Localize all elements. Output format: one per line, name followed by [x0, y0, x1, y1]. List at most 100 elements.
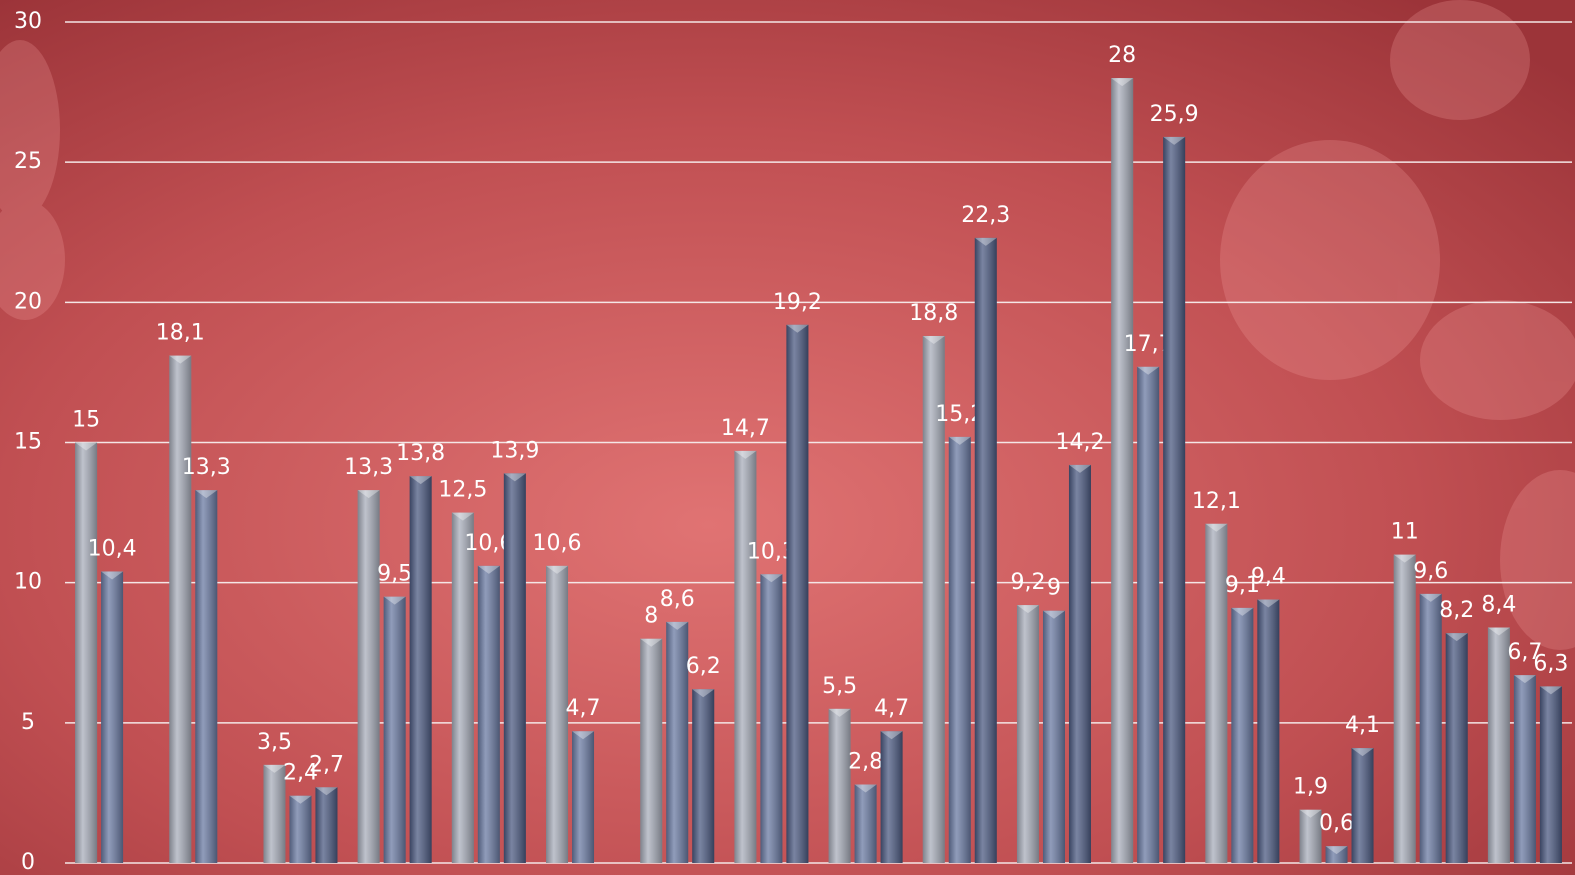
data-label: 9,2: [1010, 570, 1045, 595]
bar-cap: [666, 621, 689, 630]
data-label: 8: [644, 604, 658, 629]
bar-cap: [1163, 136, 1186, 145]
bar: [289, 795, 312, 863]
bar-cap: [101, 571, 124, 580]
bar-cap: [1299, 809, 1322, 818]
data-label: 18,8: [909, 301, 958, 326]
bar: [1016, 605, 1039, 863]
bar-cap: [75, 442, 98, 451]
y-tick-label: 30: [14, 9, 42, 34]
data-label: 14,2: [1055, 430, 1104, 455]
bar-cap: [880, 731, 903, 740]
data-label: 9,5: [377, 562, 412, 587]
data-label: 28: [1108, 43, 1136, 68]
bar-cap: [1325, 846, 1348, 855]
data-label: 2,4: [283, 761, 318, 786]
bar-cap: [922, 335, 945, 344]
bar-cap: [1068, 464, 1091, 473]
bar-cap: [828, 708, 851, 717]
data-label: 11: [1391, 520, 1419, 545]
decoration: [0, 0, 1575, 650]
data-label: 8,2: [1439, 598, 1474, 623]
bar: [101, 571, 124, 863]
bar: [451, 512, 474, 863]
data-label: 10,6: [533, 531, 582, 556]
data-label: 0,6: [1319, 811, 1354, 836]
y-tick-label: 25: [14, 149, 42, 174]
bar-cap: [1205, 523, 1228, 532]
data-label: 3,5: [257, 730, 292, 755]
bar-cap: [572, 731, 595, 740]
data-label: 12,1: [1192, 489, 1241, 514]
bar: [854, 784, 877, 863]
data-label: 6,7: [1507, 640, 1542, 665]
bar: [692, 689, 715, 863]
bar: [974, 237, 997, 863]
bar: [734, 450, 757, 863]
bar: [357, 490, 380, 863]
bar: [1042, 610, 1065, 863]
bar-cap: [1513, 675, 1536, 684]
data-label: 6,3: [1533, 651, 1568, 676]
bar: [409, 476, 432, 863]
bar-cap: [1137, 366, 1160, 375]
bar-cap: [546, 565, 569, 574]
bar: [1513, 675, 1536, 863]
data-label: 6,2: [686, 654, 721, 679]
bar-cap: [1419, 593, 1442, 602]
data-label: 13,9: [490, 438, 539, 463]
data-label: 13,3: [182, 455, 231, 480]
bar: [503, 473, 526, 863]
bar-cap: [1042, 610, 1065, 619]
bar-cap: [1393, 554, 1416, 563]
bar-cap: [948, 436, 971, 445]
bar-cap: [289, 795, 312, 804]
bar-cap: [1111, 78, 1134, 87]
data-label: 9,6: [1413, 559, 1448, 584]
bar: [1111, 78, 1134, 864]
bar-cap: [357, 490, 380, 499]
bar-cap: [263, 764, 286, 773]
data-label: 9: [1047, 576, 1061, 601]
bar-cap: [409, 476, 432, 485]
data-label: 8,6: [660, 587, 695, 612]
data-label: 13,3: [344, 455, 393, 480]
bar-cap: [692, 689, 715, 698]
data-label: 12,5: [438, 478, 487, 503]
data-label: 2,8: [848, 750, 883, 775]
y-tick-label: 5: [21, 710, 35, 735]
bar-cap: [1539, 686, 1562, 695]
bar: [1257, 599, 1280, 863]
bar: [1351, 748, 1374, 863]
bar: [880, 731, 903, 863]
data-label: 5,5: [822, 674, 857, 699]
bar: [195, 490, 218, 863]
bar: [640, 638, 663, 863]
bar: [75, 442, 98, 863]
bar-cap: [1487, 627, 1510, 636]
bar-cap: [1351, 748, 1374, 757]
data-label: 1,9: [1293, 775, 1328, 800]
bar-cap: [640, 638, 663, 647]
bar: [948, 436, 971, 863]
bar-cap: [1445, 633, 1468, 642]
bar-cap: [477, 565, 500, 574]
bar: [760, 574, 783, 863]
data-label: 19,2: [773, 290, 822, 315]
data-label: 2,7: [309, 752, 344, 777]
bar: [1137, 366, 1160, 863]
bar-cap: [974, 237, 997, 246]
bar: [1539, 686, 1562, 863]
y-tick-label: 15: [14, 430, 42, 455]
bar-cap: [786, 324, 809, 333]
bar-cap: [315, 787, 338, 796]
bar: [477, 565, 500, 863]
data-label: 4,1: [1345, 713, 1380, 738]
bar-cap: [451, 512, 474, 521]
bar: [383, 596, 406, 863]
bar: [1231, 607, 1254, 863]
bar: [1393, 554, 1416, 863]
bar: [1163, 136, 1186, 864]
bar-cap: [1257, 599, 1280, 608]
bar: [1419, 593, 1442, 863]
